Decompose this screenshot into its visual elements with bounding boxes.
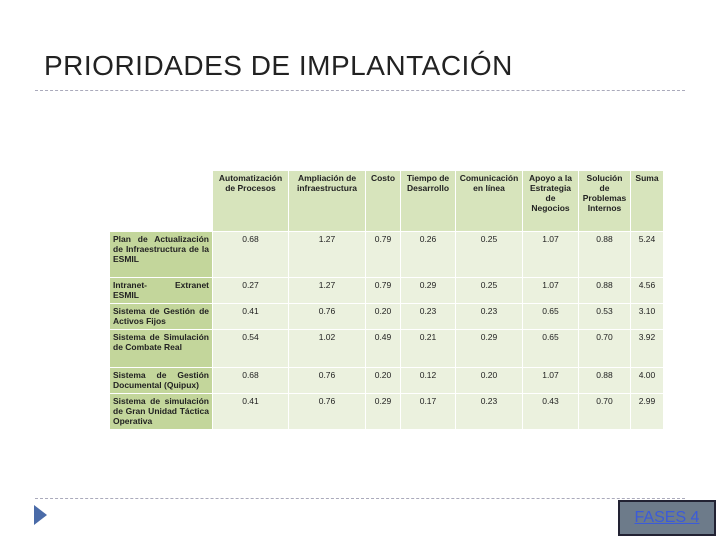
cell: 0.54: [212, 329, 289, 368]
cell: 0.88: [578, 367, 631, 394]
cell: 0.79: [365, 277, 401, 304]
cell: 0.41: [212, 393, 289, 430]
row-name: Intranet- Extranet ESMIL: [109, 277, 213, 304]
cell: 0.43: [522, 393, 579, 430]
cell: 4.56: [630, 277, 664, 304]
cell: 0.53: [578, 303, 631, 330]
table-row: Plan de Actualización de Infraestructura…: [109, 231, 664, 278]
cell: 0.76: [288, 393, 366, 430]
cell: 2.99: [630, 393, 664, 430]
cell: 0.68: [212, 367, 289, 394]
priority-table: Automatización de Procesos Ampliación de …: [109, 170, 664, 430]
cell: 1.27: [288, 231, 366, 278]
column-header: Comunicación en línea: [455, 170, 523, 232]
cell: 0.49: [365, 329, 401, 368]
column-header: Automatización de Procesos: [212, 170, 289, 232]
divider: [35, 498, 685, 499]
table-row: Sistema de Simulación de Combate Real 0.5…: [109, 329, 664, 368]
table-row: Sistema de simulación de Gran Unidad Tác…: [109, 393, 664, 430]
cell: 0.23: [400, 303, 456, 330]
row-name: Sistema de simulación de Gran Unidad Tác…: [109, 393, 213, 430]
cell: 0.70: [578, 329, 631, 368]
cell: 0.79: [365, 231, 401, 278]
column-header: Costo: [365, 170, 401, 232]
cell: 0.68: [212, 231, 289, 278]
cell: 1.07: [522, 231, 579, 278]
cell: 0.25: [455, 277, 523, 304]
column-header: Ampliación de infraestructura: [288, 170, 366, 232]
cell: 3.92: [630, 329, 664, 368]
cell: 0.65: [522, 329, 579, 368]
column-header: Apoyo a la Estrategia de Negocios: [522, 170, 579, 232]
cell: 0.65: [522, 303, 579, 330]
cell: 0.17: [400, 393, 456, 430]
cell: 3.10: [630, 303, 664, 330]
blank-cell: [109, 170, 213, 232]
table-row: Sistema de Gestión Documental (Quipux) 0.…: [109, 367, 664, 394]
cell: 0.21: [400, 329, 456, 368]
cell: 0.88: [578, 231, 631, 278]
cell: 0.12: [400, 367, 456, 394]
cell: 0.29: [365, 393, 401, 430]
cell: 0.29: [455, 329, 523, 368]
cell: 0.25: [455, 231, 523, 278]
cell: 0.76: [288, 303, 366, 330]
table-body: Plan de Actualización de Infraestructura…: [109, 231, 664, 430]
row-name: Plan de Actualización de Infraestructura…: [109, 231, 213, 278]
cell: 0.29: [400, 277, 456, 304]
table-row: Intranet- Extranet ESMIL 0.27 1.27 0.79 0.29…: [109, 277, 664, 304]
cell: 0.76: [288, 367, 366, 394]
cell: 4.00: [630, 367, 664, 394]
cell: 0.27: [212, 277, 289, 304]
cell: 0.23: [455, 393, 523, 430]
row-name: Sistema de Simulación de Combate Real: [109, 329, 213, 368]
column-header: Tiempo de Desarrollo: [400, 170, 456, 232]
divider: [35, 90, 685, 91]
cell: 1.07: [522, 367, 579, 394]
cell: 0.41: [212, 303, 289, 330]
cell: 1.27: [288, 277, 366, 304]
slide-title: PRIORIDADES DE IMPLANTACIÓN: [44, 50, 513, 81]
cell: 5.24: [630, 231, 664, 278]
row-name: Sistema de Gestión Documental (Quipux): [109, 367, 213, 394]
cell: 0.70: [578, 393, 631, 430]
column-header: Suma: [630, 170, 664, 232]
cell: 1.07: [522, 277, 579, 304]
cell: 0.23: [455, 303, 523, 330]
next-button[interactable]: FASES 4: [618, 500, 716, 536]
nav-arrow: [34, 505, 47, 525]
cell: 1.02: [288, 329, 366, 368]
cell: 0.20: [365, 367, 401, 394]
row-name: Sistema de Gestión de Activos Fijos: [109, 303, 213, 330]
cell: 0.26: [400, 231, 456, 278]
table-row: Sistema de Gestión de Activos Fijos 0.41 0…: [109, 303, 664, 330]
header-row: Automatización de Procesos Ampliación de …: [109, 170, 664, 232]
cell: 0.20: [455, 367, 523, 394]
cell: 0.20: [365, 303, 401, 330]
column-header: Solución de Problemas Internos: [578, 170, 631, 232]
cell: 0.88: [578, 277, 631, 304]
